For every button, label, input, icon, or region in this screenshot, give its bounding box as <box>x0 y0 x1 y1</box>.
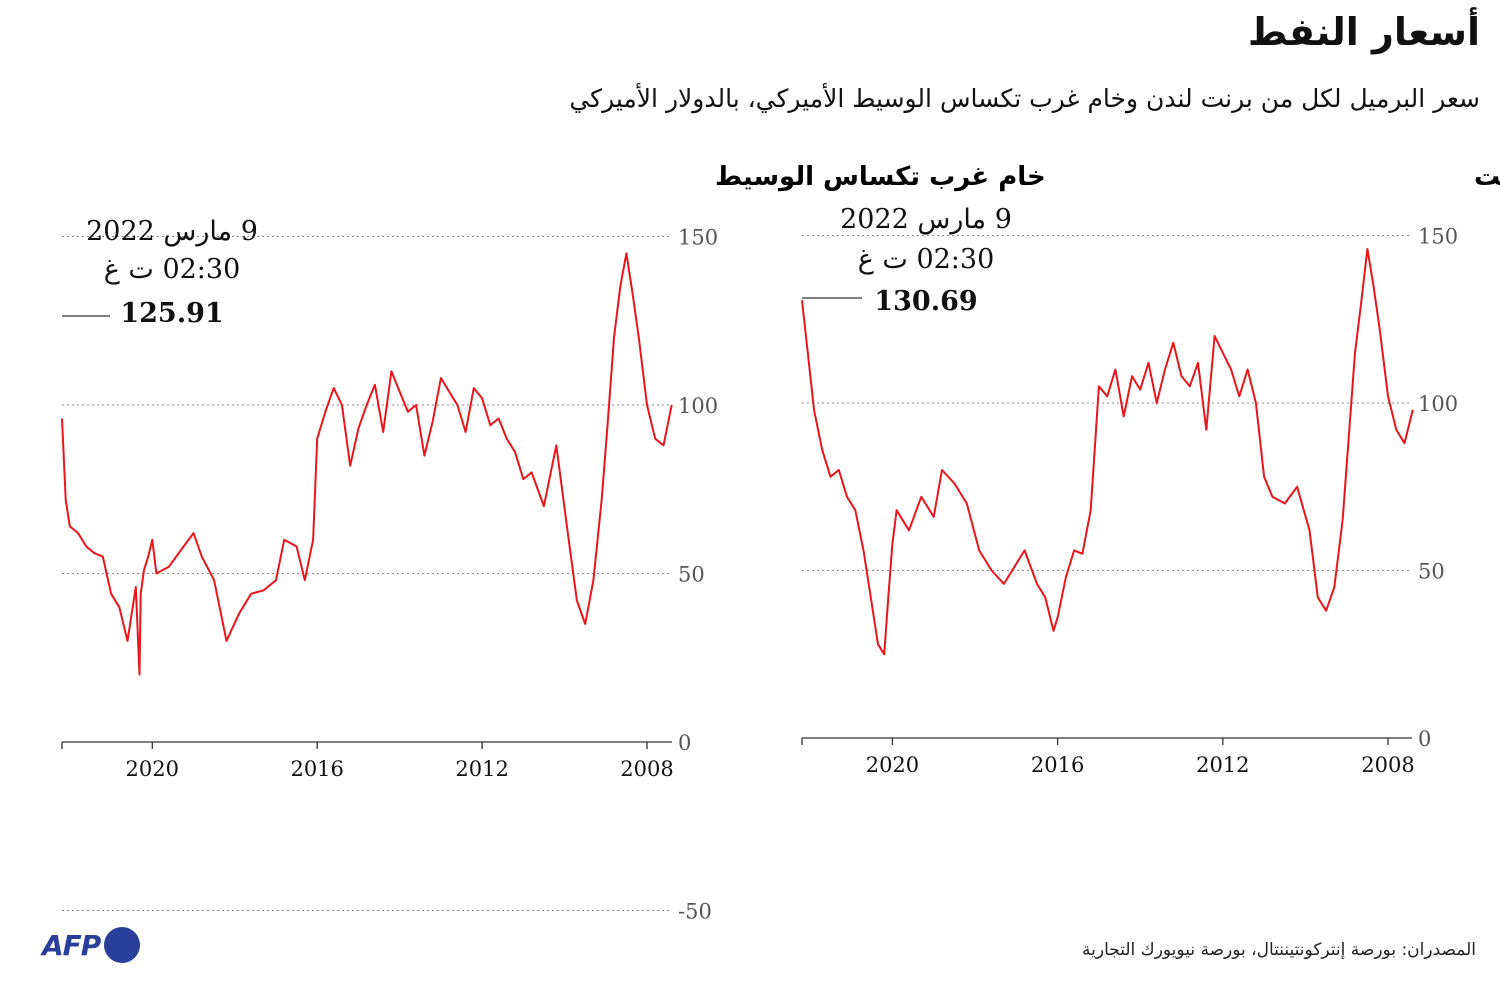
chart-panel-1: برنت 0 50 100 150 2008 2012 2016 2020 9 مارس 2022… <box>801 162 1500 777</box>
annotation-time: 02:30 ت غ <box>104 254 241 285</box>
x-tick-label: 2016 <box>1031 753 1084 777</box>
x-tick-label: 2008 <box>1361 753 1414 777</box>
chart-panel-0: خام غرب تكساس الوسيط -50 0 50 100 150 2008 2012… <box>61 162 1046 924</box>
y-tick-label: 100 <box>678 394 718 418</box>
y-tick-label: 50 <box>1418 560 1445 584</box>
logo-dot-icon <box>104 927 141 963</box>
y-tick-label: 100 <box>1418 392 1458 416</box>
y-tick-label: 0 <box>678 731 691 755</box>
annotation-value: 125.91 <box>120 298 223 329</box>
y-tick-label: -50 <box>678 900 712 924</box>
series-line <box>801 247 1414 656</box>
x-tick-label: 2012 <box>455 757 508 781</box>
panel-title: خام غرب تكساس الوسيط <box>715 162 1046 192</box>
y-tick-label: 50 <box>678 563 705 587</box>
y-tick-label: 150 <box>1418 225 1458 249</box>
x-tick-label: 2020 <box>866 753 919 777</box>
x-tick-label: 2008 <box>620 757 673 781</box>
source-note: المصدران: بورصة إنتركونتيننتال، بورصة ني… <box>1082 940 1476 960</box>
annotation-time: 02:30 ت غ <box>858 244 995 275</box>
panel-title: برنت <box>1474 162 1500 192</box>
annotation-value: 130.69 <box>874 286 977 317</box>
x-tick-label: 2020 <box>126 757 179 781</box>
logo-text: AFP <box>42 928 101 962</box>
x-tick-label: 2016 <box>290 757 343 781</box>
page-subtitle: سعر البرميل لكل من برنت لندن وخام غرب تك… <box>569 84 1480 113</box>
afp-logo: AFP <box>42 927 141 963</box>
y-tick-label: 150 <box>678 226 718 250</box>
y-tick-label: 0 <box>1418 727 1431 751</box>
annotation-date: 9 مارس 2022 <box>86 216 258 247</box>
page-title: أسعار النفط <box>1247 10 1480 54</box>
annotation-date: 9 مارس 2022 <box>840 204 1012 235</box>
series-line <box>61 252 673 676</box>
x-tick-label: 2012 <box>1196 753 1249 777</box>
